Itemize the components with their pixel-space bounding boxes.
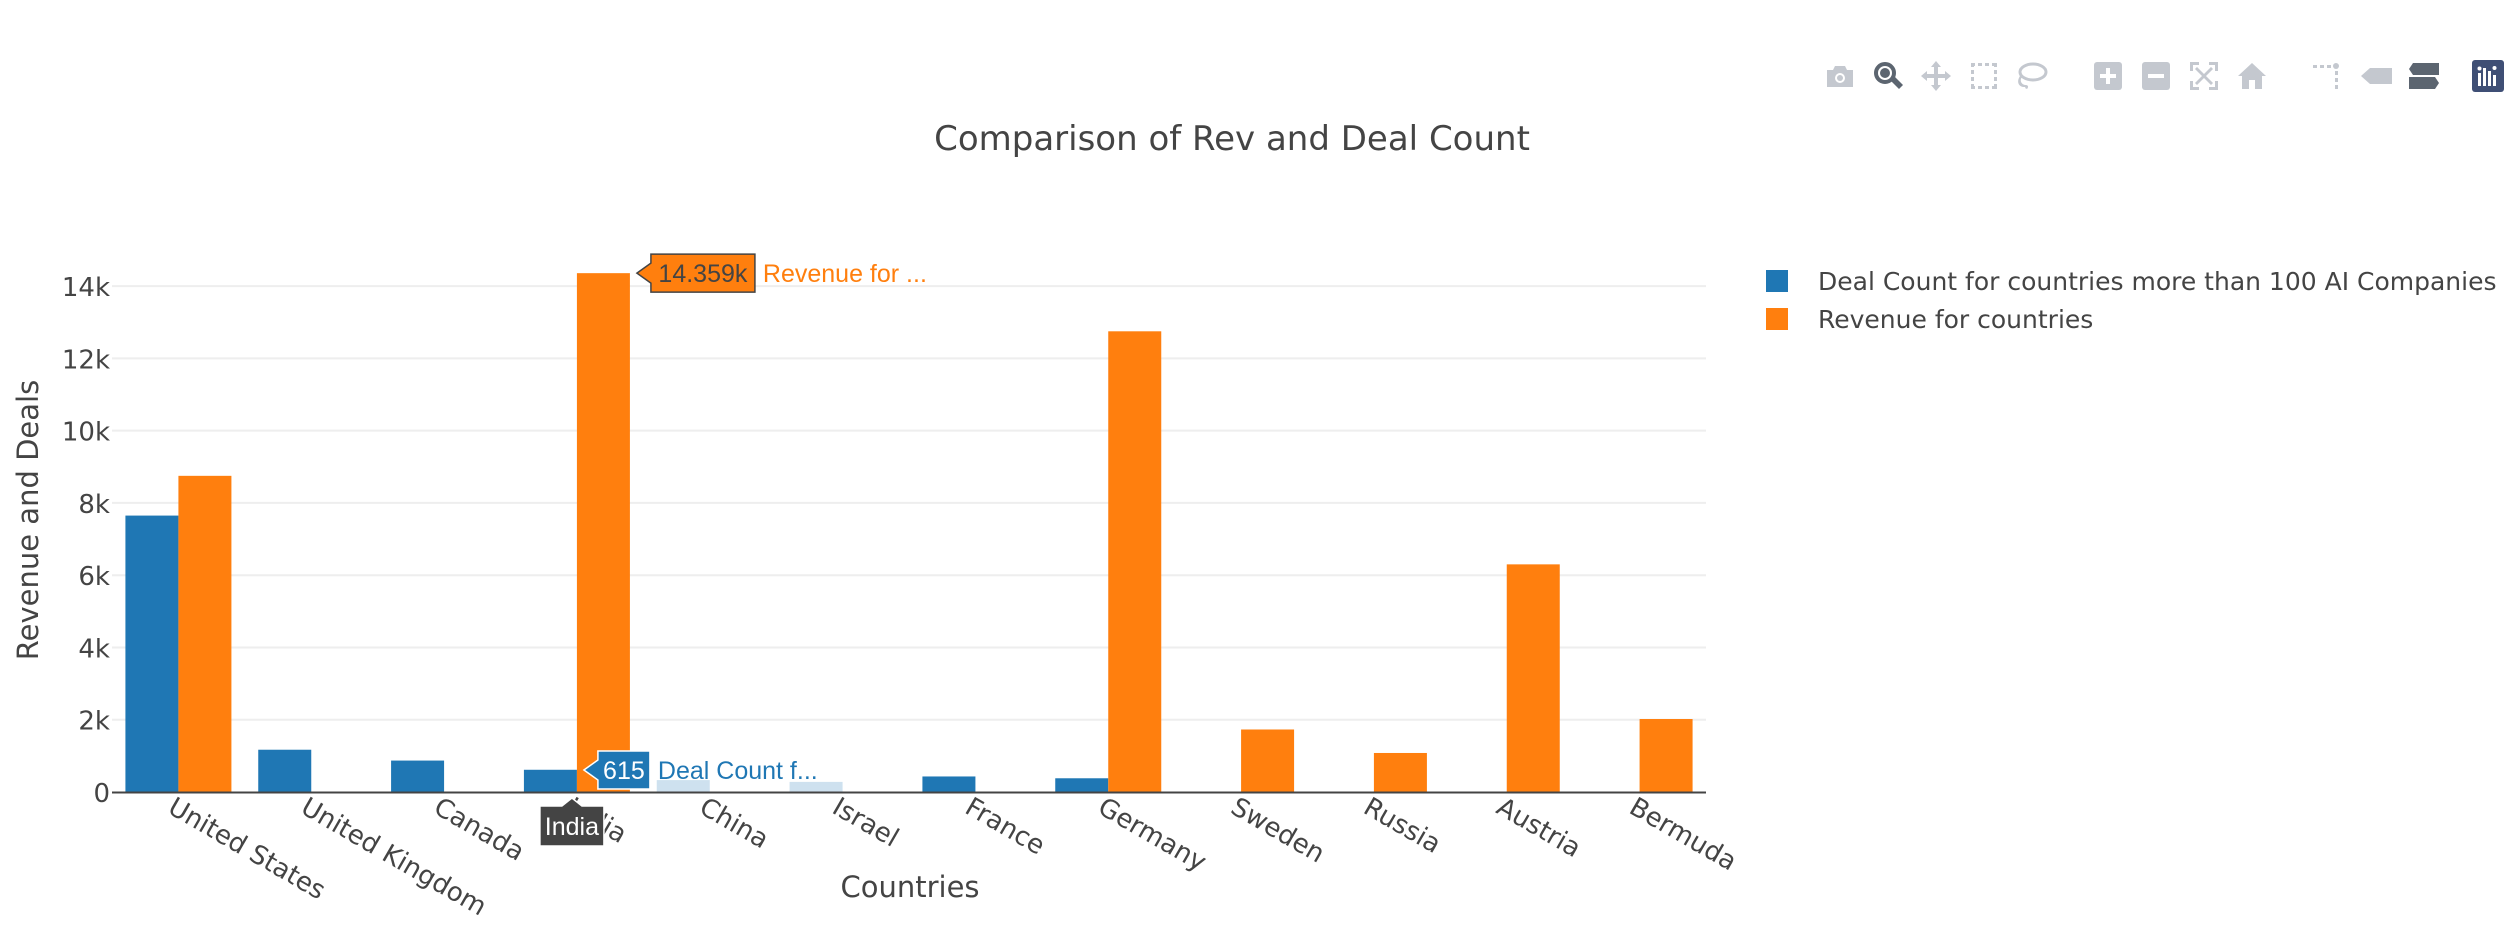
x-tick-label: Austria	[1491, 792, 1586, 864]
box-select-button[interactable]	[1964, 56, 2004, 96]
zoom-out-button[interactable]	[2136, 56, 2176, 96]
y-tick-label: 2k	[78, 707, 110, 737]
autoscale-icon	[2190, 62, 2218, 90]
bar-deal-united-kingdom[interactable]	[258, 749, 312, 792]
autoscale-button[interactable]	[2184, 56, 2224, 96]
hover-closest-icon	[2361, 68, 2392, 84]
y-tick-labels: 0 2k 4k 6k 8k 10k 12k 14k	[62, 273, 110, 809]
hover-series-name: Revenue for ...	[763, 260, 927, 288]
bar-deal-china[interactable]	[656, 780, 710, 792]
zoom-in-icon	[2094, 62, 2122, 90]
y-axis-title: Revenue and Deals	[11, 380, 45, 660]
legend-swatch	[1766, 270, 1788, 292]
hover-category-box	[539, 797, 605, 847]
bar-deal-france[interactable]	[922, 776, 976, 792]
gridlines	[112, 285, 1706, 721]
x-tick-label: France	[960, 792, 1050, 861]
hover-compare-icon	[2409, 63, 2439, 89]
bar-deal-canada[interactable]	[391, 760, 445, 792]
bar-deal-india[interactable]	[523, 769, 577, 792]
hover-label-box	[635, 253, 756, 293]
x-tick-label: Bermuda	[1624, 792, 1741, 877]
bar-revenue-russia[interactable]	[1373, 752, 1427, 792]
modebar	[1820, 56, 2510, 96]
hover-category-text: India	[545, 813, 599, 841]
x-tick-label: Germany	[1093, 792, 1212, 878]
y-tick-label: 14k	[62, 273, 110, 303]
plotly-logo-button[interactable]	[2468, 56, 2508, 96]
y-tick-label: 12k	[62, 345, 110, 375]
y-tick-label: 6k	[78, 562, 110, 592]
bar-deal-united-states[interactable]	[125, 515, 179, 792]
spike-lines-icon	[2313, 63, 2339, 89]
y-tick-label: 4k	[78, 634, 110, 664]
x-tick-label: Canada	[429, 792, 530, 867]
legend-label: Deal Count for countries more than 100 A…	[1818, 267, 2497, 296]
zoom-in-button[interactable]	[2088, 56, 2128, 96]
bar-revenue-united-states[interactable]	[178, 475, 232, 792]
chart-title: Comparison of Rev and Deal Count	[934, 119, 1530, 159]
zoom-out-icon	[2142, 62, 2170, 90]
legend[interactable]: Deal Count for countries more than 100 A…	[1766, 267, 2497, 334]
x-tick-label: China	[694, 792, 773, 855]
hover-value: 615	[603, 757, 645, 785]
zoom-button[interactable]	[1868, 56, 1908, 96]
lasso-select-button[interactable]	[2012, 56, 2052, 96]
x-tick-label: Sweden	[1226, 792, 1330, 869]
zoom-icon	[1874, 62, 1903, 89]
legend-item[interactable]: Revenue for countries	[1766, 305, 2093, 334]
legend-label: Revenue for countries	[1818, 305, 2093, 334]
hover-label-deal: 615 Deal Count f...	[582, 750, 818, 790]
x-axis-title: Countries	[840, 870, 979, 904]
hover-labels: 14.359k Revenue for ... 615 Deal Count f...…	[539, 253, 927, 847]
x-tick-label: Israel	[827, 792, 904, 854]
bar-revenue-india[interactable]	[576, 273, 630, 792]
hover-series-name: Deal Count f...	[658, 757, 818, 785]
legend-swatch	[1766, 308, 1788, 330]
pan-button[interactable]	[1916, 56, 1956, 96]
pan-icon	[1921, 61, 1951, 91]
hover-value: 14.359k	[658, 260, 747, 288]
bar-revenue-germany[interactable]	[1108, 331, 1162, 792]
bar-revenue-austria[interactable]	[1506, 564, 1560, 792]
y-tick-label: 8k	[78, 490, 110, 520]
x-tick-label: Russia	[1358, 792, 1445, 860]
legend-item[interactable]: Deal Count for countries more than 100 A…	[1766, 267, 2497, 296]
camera-button[interactable]	[1820, 56, 1860, 96]
hover-label-box	[582, 750, 651, 790]
box-select-icon	[1971, 63, 1997, 89]
bar-deal-germany[interactable]	[1055, 778, 1109, 792]
plotly-logo-icon	[2472, 60, 2504, 92]
hover-closest-button[interactable]	[2356, 56, 2396, 96]
bar-deal-israel[interactable]	[789, 781, 843, 792]
hover-category-label: India	[539, 797, 605, 847]
camera-icon	[1827, 66, 1853, 87]
hover-label-revenue: 14.359k Revenue for ...	[635, 253, 927, 293]
home-icon	[2238, 63, 2266, 89]
y-tick-label: 10k	[62, 418, 110, 448]
y-tick-label: 0	[93, 779, 110, 809]
lasso-select-icon	[2018, 62, 2048, 89]
hover-compare-button[interactable]	[2404, 56, 2444, 96]
spike-lines-button[interactable]	[2307, 56, 2347, 96]
bars[interactable]	[125, 273, 1693, 792]
home-button[interactable]	[2232, 56, 2272, 96]
bar-revenue-sweden[interactable]	[1241, 729, 1295, 792]
bar-revenue-bermuda[interactable]	[1639, 719, 1693, 792]
